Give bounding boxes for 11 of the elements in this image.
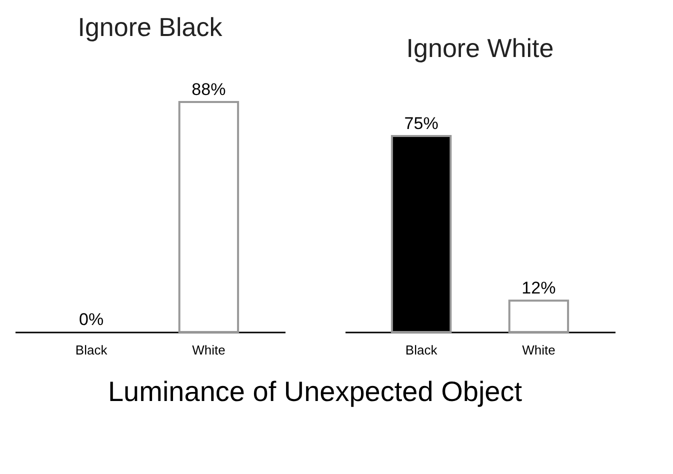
data-label: 75% [404, 114, 438, 133]
data-label: 12% [522, 278, 556, 298]
data-label: 0% [79, 310, 104, 329]
x-axis-title: Luminance of Unexpected Object [108, 376, 522, 407]
data-label: 88% [192, 80, 226, 99]
x-tick-label: Black [405, 342, 438, 358]
x-tick-label: Black [75, 342, 108, 358]
x-tick-label: White [192, 342, 226, 358]
x-tick-label: White [522, 342, 556, 358]
chart-title: Ignore Black [78, 12, 224, 42]
chart-title: Ignore White [406, 33, 554, 63]
